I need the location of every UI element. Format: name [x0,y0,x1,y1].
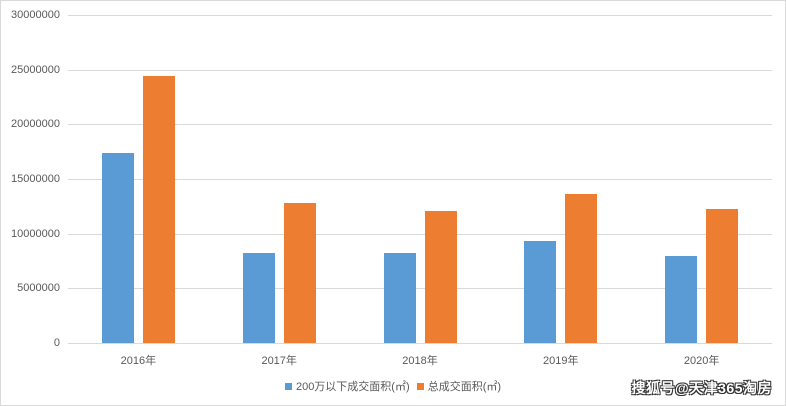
bar-under-2m-2019 [524,241,557,343]
gridline [68,69,772,71]
x-tick-label: 2020年 [683,355,720,367]
gridline [68,233,772,235]
bar-total-2020 [706,208,739,343]
legend: 200万以下成交面积(㎡) 总成交面积(㎡) [0,378,786,394]
x-tick-label: 2019年 [543,355,579,367]
x-tick-label: 2018年 [402,355,438,367]
x-tick-label: 2017年 [261,355,297,367]
bar-total-2019 [565,194,598,343]
watermark: 搜狐号@天津365淘房 [631,380,772,396]
legend-swatch-blue [284,382,292,390]
legend-item-under-2m: 200万以下成交面积(㎡) [284,378,410,394]
bar-under-2m-2016 [101,152,134,343]
bar-total-2017 [283,203,316,343]
y-tick-label: 30000000 [11,9,60,21]
legend-item-total: 总成交面积(㎡) [416,378,502,394]
y-tick-label: 15000000 [11,173,60,185]
bar-under-2m-2018 [383,253,416,343]
legend-label: 200万以下成交面积(㎡) [295,381,410,393]
y-tick-label: 10000000 [11,227,60,240]
gridline [68,15,772,16]
bar-total-2016 [142,76,175,343]
bar-under-2m-2017 [242,253,275,343]
y-tick-label: 20000000 [11,118,60,131]
gridline [68,343,772,344]
gridline [68,179,772,180]
bar-total-2018 [424,210,457,343]
legend-swatch-orange [416,382,424,390]
gridline [68,288,772,290]
y-tick-label: 5000000 [17,282,60,295]
bar-under-2m-2020 [665,255,698,343]
x-tick-label: 2016年 [120,355,157,367]
legend-label: 总成交面积(㎡) [427,381,502,393]
gridline [68,124,772,126]
plot-area [68,15,772,344]
y-tick-label: 0 [53,337,60,349]
y-tick-label: 25000000 [11,63,60,76]
